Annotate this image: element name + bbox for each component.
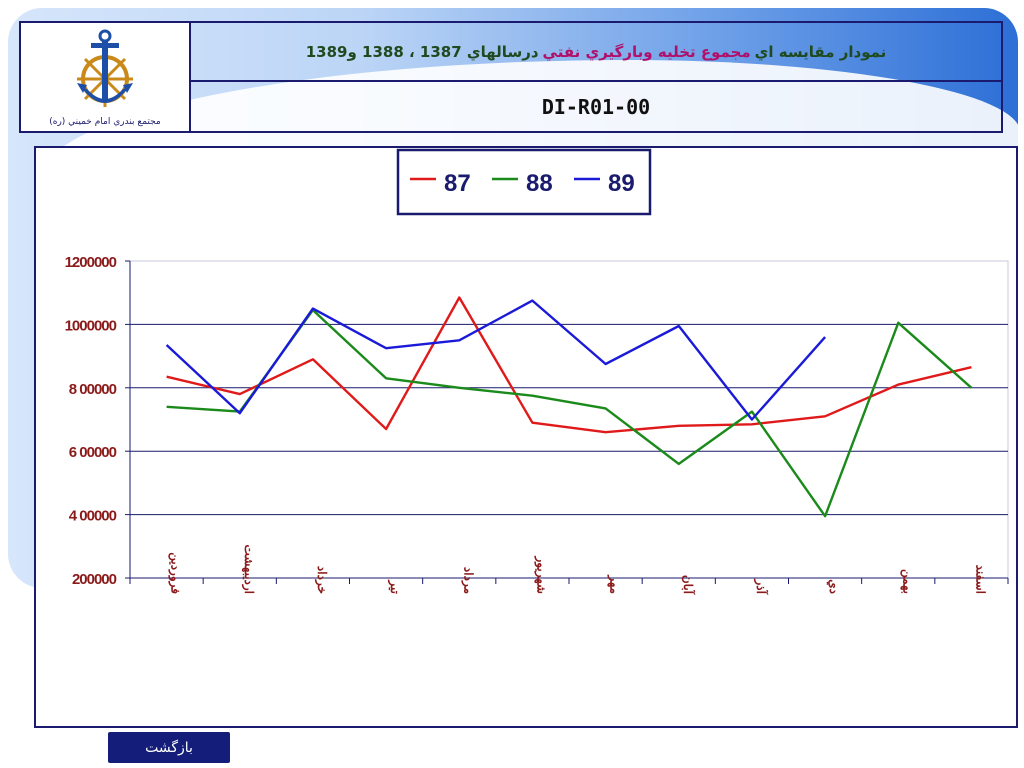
header-table: مجتمع بندري امام خميني (ره) نمودار مقايس… xyxy=(19,21,1003,133)
title-part-3: درسالهاي 1387 ، 1388 و1389 xyxy=(305,42,539,61)
y-tick-label: 1200000 xyxy=(65,254,117,271)
title-part-2: مجموع تخليه وبارگيري نفتي xyxy=(542,42,751,61)
legend-box xyxy=(396,148,652,216)
y-tick-label: 6 00000 xyxy=(69,444,117,461)
y-tick-label: 4 00000 xyxy=(69,508,117,525)
x-tick-label: شهريور xyxy=(533,555,548,594)
x-tick-label: خرداد xyxy=(314,566,329,594)
legend-label-87: 87 xyxy=(444,170,471,197)
plot-area xyxy=(129,260,1009,579)
anchor-logo-icon xyxy=(77,29,133,107)
y-tick-label: 1000000 xyxy=(65,317,117,334)
legend-label-88: 88 xyxy=(526,170,553,197)
logo-cell: مجتمع بندري امام خميني (ره) xyxy=(21,23,191,131)
page-title: نمودار مقايسه اي مجموع تخليه وبارگيري نف… xyxy=(191,23,1001,82)
x-tick-label: مهر xyxy=(607,574,622,594)
title-part-1: نمودار مقايسه اي xyxy=(754,42,887,61)
logo-caption: مجتمع بندري امام خميني (ره) xyxy=(49,117,161,127)
x-tick-label: اسفند xyxy=(973,565,987,594)
y-tick-label: 200000 xyxy=(72,571,117,588)
series-line-89 xyxy=(165,299,826,421)
x-tick-label: ارديبهشت xyxy=(241,545,256,594)
legend-label-89: 89 xyxy=(608,170,635,197)
y-tick-label: 8 00000 xyxy=(69,381,117,398)
x-tick-label: مرداد xyxy=(460,567,475,594)
series-line-88 xyxy=(166,308,973,518)
x-tick-label: آذر xyxy=(753,579,770,596)
x-tick-label: فروردين xyxy=(168,552,183,594)
back-button[interactable]: بازگشت xyxy=(108,732,230,763)
chart-frame: 200000 4 00000 6 00000 8 00000 1000000 120000… xyxy=(34,146,1018,728)
x-tick-label: آبان xyxy=(681,575,697,596)
series-line-87 xyxy=(166,296,972,434)
line-chart: 200000 4 00000 6 00000 8 00000 1000000 120000… xyxy=(65,148,1009,596)
x-tick-label: دي xyxy=(826,579,841,594)
x-tick-label: تير xyxy=(387,579,402,594)
document-code: DI-R01-00 xyxy=(541,94,651,119)
x-tick-label: بهمن xyxy=(899,569,914,594)
